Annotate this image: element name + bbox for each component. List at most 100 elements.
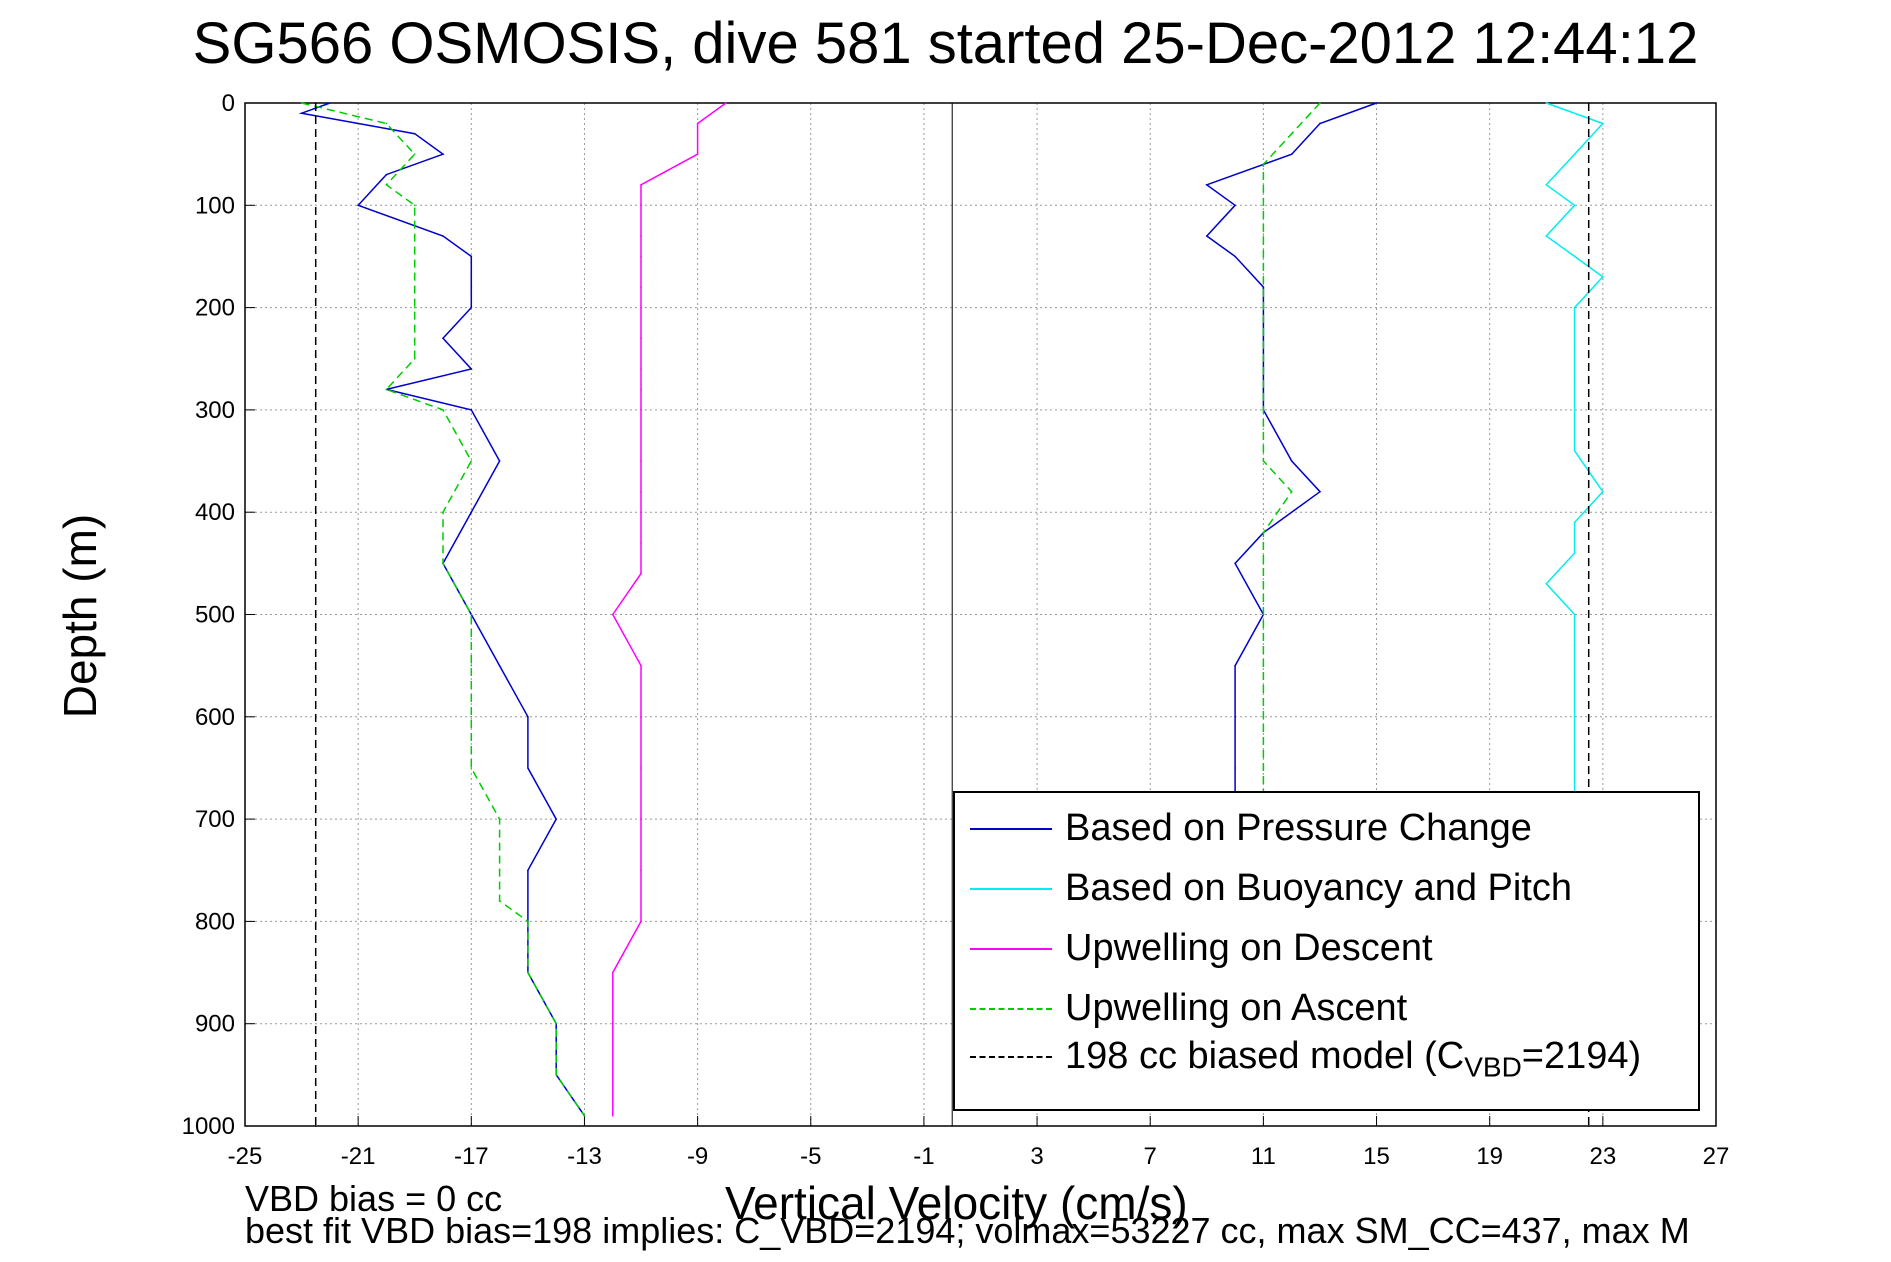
series-point: [1573, 716, 1576, 718]
x-tick-label: 19: [1476, 1143, 1503, 1170]
series-point: [413, 132, 416, 135]
series-point: [413, 265, 416, 268]
best-fit-note: best fit VBD bias=198 implies: C_VBD=219…: [245, 1210, 1690, 1251]
legend-label-main: 198 cc biased model (C: [1065, 1035, 1465, 1077]
series-point: [1587, 1125, 1590, 1127]
y-tick-label: 700: [195, 806, 235, 833]
series-point: [555, 1074, 557, 1076]
x-tick-label: 7: [1144, 1143, 1157, 1170]
series-point: [314, 1125, 317, 1127]
series-point: [413, 306, 416, 309]
series-point: [640, 337, 642, 340]
series-point: [413, 235, 416, 237]
series-point: [1234, 664, 1236, 667]
series-point: [1573, 153, 1576, 155]
y-tick-label: 500: [195, 602, 235, 629]
y-tick-label: 1000: [182, 1113, 235, 1140]
series-point: [1290, 490, 1293, 493]
series-point: [611, 971, 614, 974]
series-point: [470, 255, 473, 258]
series-point: [1319, 102, 1321, 104]
x-tick-label: 15: [1363, 1143, 1390, 1170]
x-tick-label: -1: [913, 1143, 934, 1170]
x-tick-label: -17: [454, 1143, 489, 1170]
series-point: [1573, 552, 1576, 554]
series-point: [640, 490, 642, 493]
series-point: [640, 511, 642, 513]
series-point: [1234, 255, 1236, 258]
series-point: [640, 460, 642, 462]
series-point: [442, 409, 444, 411]
series-point: [555, 818, 557, 820]
series-point: [1262, 409, 1265, 411]
series-point: [385, 173, 388, 176]
legend-item: Based on Pressure Change: [955, 805, 1698, 853]
series-point: [1206, 235, 1208, 237]
series-point: [413, 204, 416, 207]
series-point: [1262, 716, 1265, 718]
series-point: [470, 767, 473, 769]
series-point: [527, 716, 529, 718]
legend-item: Upwelling on Ascent: [955, 985, 1698, 1033]
series-point: [470, 409, 473, 411]
series-point: [300, 112, 303, 115]
series-point: [640, 664, 642, 667]
legend-label: Upwelling on Ascent: [1065, 987, 1408, 1029]
x-tick-label: -9: [687, 1143, 708, 1170]
series-point: [1602, 490, 1604, 493]
legend-swatch: [970, 888, 1052, 890]
legend-label: Upwelling on Descent: [1065, 927, 1433, 969]
series-point: [640, 255, 642, 258]
legend-label: Based on Buoyancy and Pitch: [1065, 867, 1573, 909]
x-tick-label: 11: [1251, 1143, 1276, 1170]
series-point: [1262, 562, 1265, 565]
series-point: [1573, 255, 1576, 258]
series-point: [555, 1022, 557, 1025]
series-point: [1262, 357, 1265, 360]
series-point: [527, 869, 529, 872]
legend-label: 198 cc biased model (CVBD=2194): [1065, 1035, 1641, 1084]
series-point: [640, 306, 642, 309]
series-line: [611, 102, 727, 1116]
series-point: [611, 1022, 614, 1025]
legend-swatch: [970, 1056, 1052, 1058]
series-point: [1262, 204, 1265, 207]
series-point: [1262, 163, 1265, 166]
series-point: [1319, 122, 1321, 125]
series-point: [1573, 644, 1576, 646]
series-point: [413, 153, 416, 155]
series-point: [1262, 388, 1265, 391]
series-point: [527, 767, 529, 769]
series-point: [1545, 184, 1548, 186]
y-tick-label: 600: [195, 704, 235, 731]
series-point: [1234, 716, 1236, 718]
series-point: [498, 664, 501, 667]
series-point: [1587, 102, 1590, 104]
series-point: [640, 572, 642, 575]
series-point: [1545, 102, 1548, 104]
series-point: [640, 818, 642, 820]
x-tick-label: -21: [341, 1143, 376, 1170]
series-point: [640, 920, 642, 923]
x-axis-label: Vertical Velocity (cm/s): [725, 1177, 1188, 1229]
series-point: [1262, 613, 1265, 616]
series-point: [640, 184, 642, 186]
series-point: [1545, 583, 1548, 585]
series-point: [385, 122, 388, 125]
legend-item: 198 cc biased model (CVBD=2194): [955, 1033, 1698, 1084]
series-point: [640, 235, 642, 237]
series-point: [1573, 746, 1576, 749]
y-tick-label: 200: [195, 295, 235, 322]
series-point: [527, 920, 529, 923]
series-point: [1290, 153, 1293, 155]
series-point: [1602, 276, 1604, 278]
legend-swatch: [970, 948, 1052, 950]
series-point: [1262, 460, 1265, 462]
series-point: [1573, 409, 1576, 411]
series-point: [611, 1074, 614, 1076]
vbd-bias-note: VBD bias = 0 cc: [245, 1178, 503, 1219]
legend-label-suffix: =2194): [1521, 1035, 1642, 1077]
series-point: [640, 542, 642, 544]
series-point: [442, 562, 444, 565]
